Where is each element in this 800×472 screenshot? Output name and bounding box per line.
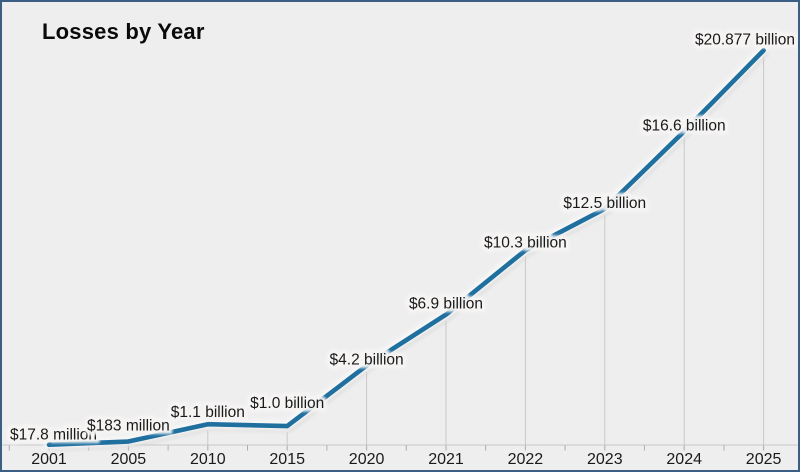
chart-title: Losses by Year (42, 19, 205, 44)
data-label: $10.3 billion (484, 234, 567, 251)
x-axis-label: 2015 (269, 451, 305, 468)
x-axis-label: 2020 (349, 451, 385, 468)
data-label-halo: $17.8 million (10, 427, 97, 444)
data-label-halo: $1.0 billion (250, 395, 324, 412)
data-label: $20.877 billion (695, 31, 795, 48)
data-label-halo: $6.9 billion (409, 296, 483, 313)
x-axis-label: 2023 (587, 451, 623, 468)
data-label: $183 million (87, 418, 170, 435)
data-label-halo: $1.1 billion (171, 404, 245, 421)
data-label: $1.0 billion (250, 395, 324, 412)
data-label-halo: $16.6 billion (643, 117, 726, 134)
x-axis-label: 2010 (190, 451, 226, 468)
data-label-halo: $10.3 billion (484, 234, 567, 251)
x-axis-label: 2022 (508, 451, 544, 468)
x-axis-label: 2021 (428, 451, 464, 468)
x-axis-label: 2005 (111, 451, 147, 468)
data-label-halo: $4.2 billion (330, 352, 404, 369)
data-label: $6.9 billion (409, 296, 483, 313)
data-label-halo: $183 million (87, 418, 170, 435)
data-label-halo: $12.5 billion (563, 195, 646, 212)
data-label: $1.1 billion (171, 404, 245, 421)
x-axis-label: 2024 (666, 451, 702, 468)
series-line-shadow (47, 49, 768, 450)
data-label: $16.6 billion (643, 117, 726, 134)
x-axis-label: 2001 (31, 451, 67, 468)
data-label: $17.8 million (10, 427, 97, 444)
x-axis-label: 2025 (746, 451, 782, 468)
data-label: $12.5 billion (563, 195, 646, 212)
losses-series-line (46, 48, 766, 448)
series-line-halo (44, 45, 769, 450)
data-label: $4.2 billion (330, 352, 404, 369)
data-label-halo: $20.877 billion (695, 31, 795, 48)
